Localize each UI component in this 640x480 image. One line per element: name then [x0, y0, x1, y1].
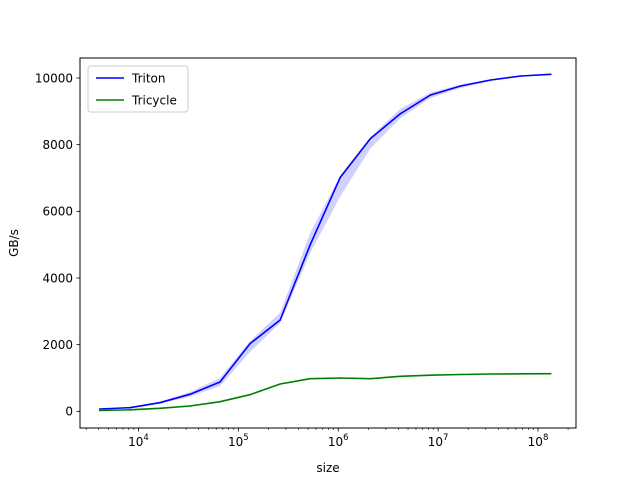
tricycle-point [399, 375, 402, 378]
tricycle-point [369, 377, 372, 380]
triton-point [459, 85, 462, 87]
x-tick-label: 108 [528, 433, 549, 449]
tricycle-point [219, 400, 221, 403]
x-tick-label: 106 [328, 433, 349, 449]
triton-point [279, 319, 281, 321]
tricycle-point [489, 373, 492, 375]
y-tick-label: 0 [65, 405, 73, 419]
y-tick-label: 4000 [42, 271, 73, 285]
tricycle-point [309, 377, 312, 380]
x-axis-label: size [316, 461, 339, 475]
triton-point [249, 342, 251, 345]
triton-point [429, 94, 432, 96]
tricycle-point [429, 374, 432, 376]
series-lines [98, 73, 552, 412]
y-axis-label: GB/s [7, 229, 21, 257]
triton-line [99, 73, 551, 410]
triton-point [489, 79, 492, 81]
tricycle-point [249, 393, 251, 396]
triton-point [159, 401, 161, 404]
plot-area-frame [79, 57, 577, 429]
y-tick-label: 6000 [42, 205, 73, 219]
tricycle-point [339, 377, 342, 379]
tricycle-point [98, 409, 101, 412]
triton-point [98, 408, 101, 410]
triton-point [519, 75, 522, 77]
x-tick-label: 104 [128, 433, 149, 449]
triton-point [549, 73, 552, 76]
tricycle-point [459, 373, 462, 376]
tricycle-point [519, 373, 522, 375]
triton-point [369, 137, 372, 140]
y-tick-label: 8000 [42, 138, 73, 152]
triton-point [399, 112, 402, 115]
x-tick-label: 107 [428, 433, 449, 449]
tricycle-point [279, 383, 281, 385]
legend-label-triton: Triton [131, 71, 166, 85]
y-tick-label: 10000 [35, 71, 73, 85]
legend: Triton Tricycle [87, 65, 189, 113]
legend-label-tricycle: Tricycle [131, 93, 177, 107]
tricycle-line [99, 372, 551, 412]
y-tick-label: 2000 [42, 338, 73, 352]
triton-point [339, 176, 342, 179]
triton-point [189, 393, 191, 396]
triton-point [128, 406, 131, 409]
triton-point [219, 381, 221, 383]
tricycle-point [159, 407, 161, 410]
tricycle-point [189, 405, 191, 407]
x-tick-label: 105 [228, 433, 249, 449]
tricycle-point [549, 372, 552, 375]
triton-point [309, 243, 312, 246]
axis-ticks: 104 105 106 107 108 0 2000 4000 6000 8000 10000 [35, 71, 569, 449]
tricycle-point [128, 409, 131, 411]
